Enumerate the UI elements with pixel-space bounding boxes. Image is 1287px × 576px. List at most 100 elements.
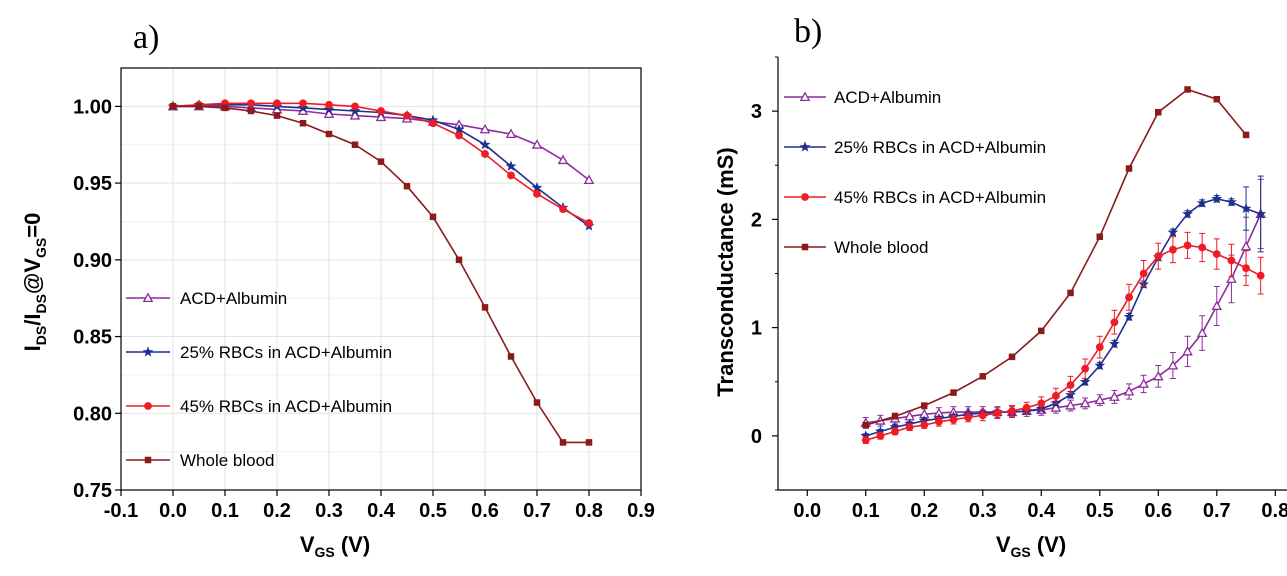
y-tick-label: 0.80: [73, 403, 112, 425]
legend-marker: [801, 193, 809, 201]
data-point: [978, 411, 987, 420]
data-point: [1184, 86, 1191, 93]
data-point: [1240, 202, 1252, 214]
data-point: [403, 111, 411, 120]
data-point: [377, 107, 385, 115]
data-point: [1022, 403, 1031, 412]
data-point: [507, 171, 515, 180]
data-point: [351, 141, 359, 148]
data-point: [1212, 250, 1221, 258]
data-point: [453, 123, 465, 134]
data-point: [1037, 399, 1046, 408]
data-point: [455, 256, 463, 264]
data-point: [1066, 381, 1075, 389]
series-b-1: [860, 175, 1267, 441]
data-point: [325, 100, 333, 109]
legend-marker: [142, 346, 154, 357]
data-point: [979, 373, 987, 380]
x-axis-label-main: V: [300, 532, 315, 557]
data-point: [1196, 327, 1208, 338]
data-point: [195, 103, 203, 110]
data-point: [507, 353, 515, 360]
data-point: [297, 102, 309, 113]
data-point: [861, 436, 870, 445]
series-line: [865, 197, 1261, 437]
series-b-2: [861, 231, 1265, 445]
legend-a: ACD+Albumin 25% RBCs in ACD+Albumin 45% RB…: [126, 289, 392, 470]
legend-entry-label: Whole blood: [180, 451, 275, 470]
data-point: [1213, 95, 1221, 103]
data-point: [1095, 343, 1104, 352]
x-tick-label: -0.1: [104, 500, 138, 522]
data-point: [557, 154, 569, 165]
data-point: [920, 421, 929, 429]
x-tick-label: 0.0: [793, 500, 821, 522]
x-axis-label-sub: GS: [1011, 544, 1031, 560]
chart-b: b) 0.0 0.1 0.2 0.3 0.4 0.5 0.6 0.7 0.8 0 1 2 3 VGS (V)…: [713, 13, 1287, 560]
data-point: [1125, 165, 1133, 172]
x-tick-label: 0.5: [419, 500, 447, 522]
data-point: [377, 158, 385, 165]
data-point: [455, 131, 463, 140]
data-point: [1081, 364, 1090, 373]
legend-entry-label: ACD+Albumin: [180, 289, 287, 308]
legend-marker: [799, 91, 811, 102]
data-point: [531, 139, 543, 149]
data-point: [479, 123, 491, 134]
y-tick-label: 0.95: [73, 173, 112, 195]
data-point: [1138, 378, 1149, 388]
x-tick-label: 0.2: [263, 500, 291, 522]
x-tick-label: 0.3: [969, 500, 997, 522]
data-point: [1109, 338, 1120, 349]
legend-b: ACD+Albumin 25% RBCs in ACD+Albumin 45% RB…: [784, 88, 1046, 257]
legend-entry-label: ACD+Albumin: [834, 88, 941, 107]
data-point: [323, 108, 335, 119]
data-point: [1255, 208, 1267, 219]
data-point: [921, 402, 928, 409]
data-point: [1226, 196, 1237, 207]
data-point: [1198, 243, 1207, 252]
y-axis-label-part: /I: [20, 314, 45, 326]
data-point: [1240, 240, 1252, 251]
data-point: [950, 389, 957, 396]
data-point: [585, 219, 593, 227]
y-tick-label: 0.85: [73, 327, 112, 349]
data-point: [1109, 391, 1120, 401]
legend-marker: [144, 402, 152, 410]
legend-entry-label: 25% RBCs in ACD+Albumin: [834, 138, 1046, 157]
data-point: [949, 415, 958, 424]
y-tick-label: 3: [751, 101, 762, 123]
data-point: [1094, 359, 1106, 371]
data-point: [349, 105, 361, 116]
data-point: [247, 107, 255, 115]
data-point: [585, 439, 593, 446]
x-axis-label-sub: GS: [315, 544, 335, 560]
x-tick-label: 0.2: [910, 500, 938, 522]
x-axis-label-b: VGS (V): [996, 532, 1066, 560]
y-tick-label: 0.90: [73, 250, 112, 272]
data-point: [247, 99, 255, 108]
data-point: [273, 99, 281, 108]
data-point: [1211, 300, 1223, 310]
y-axis-label-part: I: [20, 345, 45, 351]
data-point: [1094, 394, 1106, 405]
data-point: [299, 99, 307, 108]
x-tick-label: 0.6: [471, 500, 499, 522]
data-point: [1227, 256, 1236, 265]
data-point: [1182, 208, 1193, 219]
series-b-3: [862, 86, 1250, 429]
data-point: [1167, 226, 1179, 237]
data-point: [1052, 391, 1060, 400]
x-tick-label: 0.7: [523, 500, 551, 522]
data-point: [1038, 327, 1045, 335]
x-tick-label: 0.3: [315, 500, 343, 522]
data-point: [1226, 273, 1237, 283]
data-point: [375, 111, 387, 122]
data-point: [964, 413, 973, 422]
data-point: [351, 102, 359, 111]
data-point: [1123, 311, 1135, 322]
data-point: [1139, 269, 1148, 278]
y-axis-label-sub: DS: [33, 294, 49, 313]
data-point: [1169, 245, 1177, 254]
panel-label-a: a): [133, 19, 159, 56]
